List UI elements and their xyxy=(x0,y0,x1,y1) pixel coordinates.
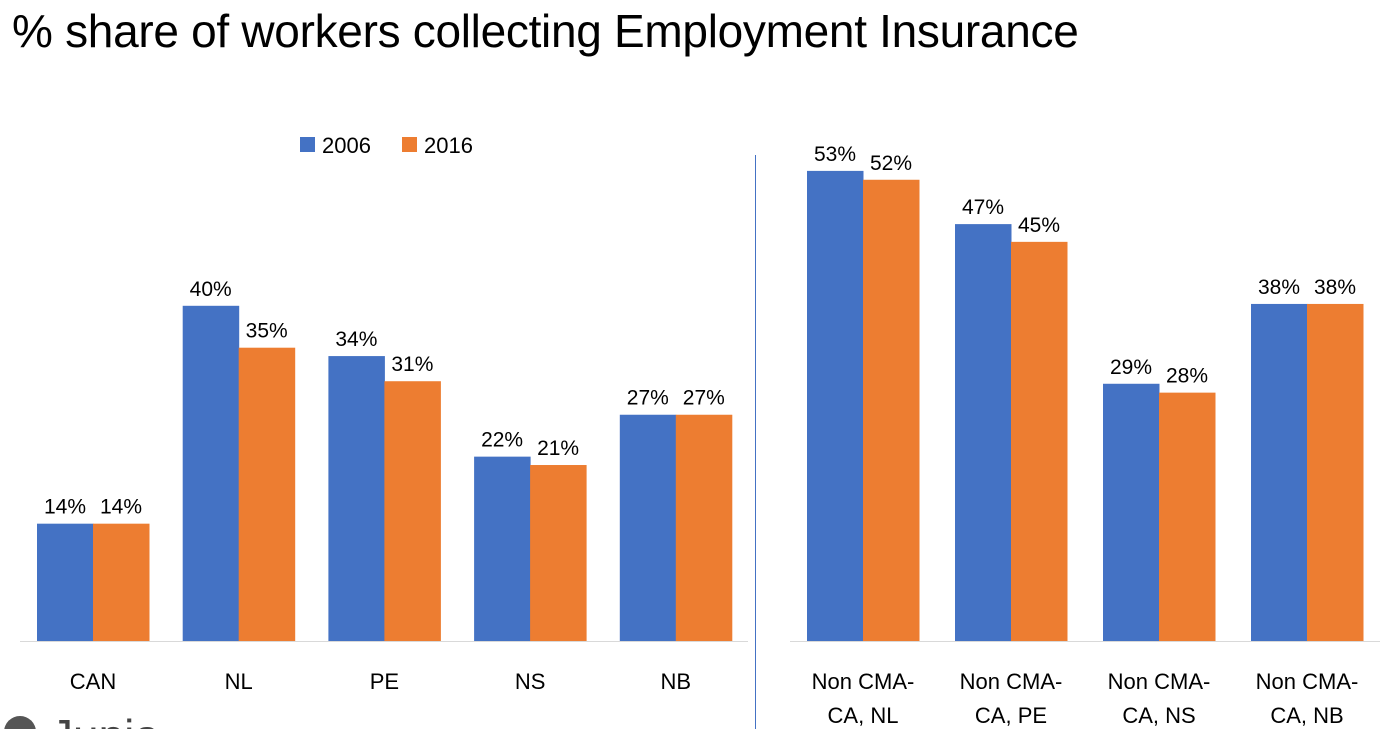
legend-swatch-2016 xyxy=(402,137,417,152)
category-label: CA, NS xyxy=(1122,703,1195,728)
bar-2006 xyxy=(182,305,240,641)
bar-2006 xyxy=(328,356,385,641)
category-label: CAN xyxy=(70,669,116,694)
legend-label: 2006 xyxy=(322,133,371,158)
data-label: 22% xyxy=(481,429,523,452)
category-label: PE xyxy=(370,669,399,694)
bar-2016 xyxy=(1307,303,1364,641)
bar-2016 xyxy=(1011,241,1068,641)
bar-2006 xyxy=(955,224,1012,642)
category-label: CA, PE xyxy=(975,703,1047,728)
legend-swatch-2006 xyxy=(300,137,315,152)
bar-2006 xyxy=(1103,383,1160,641)
data-label: 45% xyxy=(1018,214,1060,237)
bar-2016 xyxy=(238,347,296,641)
data-label: 38% xyxy=(1258,276,1300,299)
bar-2016 xyxy=(1159,392,1216,641)
category-label: NS xyxy=(515,669,546,694)
category-label: Non CMA- xyxy=(960,669,1063,694)
data-label: 27% xyxy=(683,387,725,410)
category-label: Non CMA- xyxy=(812,669,915,694)
data-label: 34% xyxy=(335,328,377,351)
bar-2006 xyxy=(474,456,531,641)
category-label: CA, NL xyxy=(828,703,899,728)
data-label: 21% xyxy=(537,437,579,460)
data-label: 38% xyxy=(1314,276,1356,299)
bar-2016 xyxy=(863,179,920,641)
data-label: 31% xyxy=(391,353,433,376)
data-label: 35% xyxy=(246,320,288,343)
bar-2006 xyxy=(1251,303,1308,641)
legend-label: 2016 xyxy=(424,133,473,158)
bar-2016 xyxy=(93,523,150,641)
category-label: Non CMA- xyxy=(1108,669,1211,694)
category-label: NL xyxy=(225,669,253,694)
data-label: 28% xyxy=(1166,365,1208,388)
page-title: % share of workers collecting Employment… xyxy=(12,5,1079,57)
bar-2016 xyxy=(384,381,441,641)
data-label: 47% xyxy=(962,196,1004,219)
data-label: 40% xyxy=(190,278,232,301)
category-label: Non CMA- xyxy=(1256,669,1359,694)
data-label: 14% xyxy=(44,496,86,519)
data-label: 14% xyxy=(100,496,142,519)
logo: Jupia xyxy=(4,710,160,729)
logo-text: Jupia xyxy=(50,710,160,729)
data-label: 29% xyxy=(1110,356,1152,379)
data-label: 53% xyxy=(814,143,856,166)
bar-2016 xyxy=(530,465,587,641)
category-label: NB xyxy=(661,669,692,694)
category-label: CA, NB xyxy=(1270,703,1343,728)
data-label: 52% xyxy=(870,152,912,175)
data-label: 27% xyxy=(627,387,669,410)
logo-globe-icon xyxy=(4,716,36,729)
bar-2006 xyxy=(37,523,94,641)
bar-2016 xyxy=(675,414,733,641)
bar-2006 xyxy=(807,170,864,641)
bar-2006 xyxy=(619,414,677,641)
